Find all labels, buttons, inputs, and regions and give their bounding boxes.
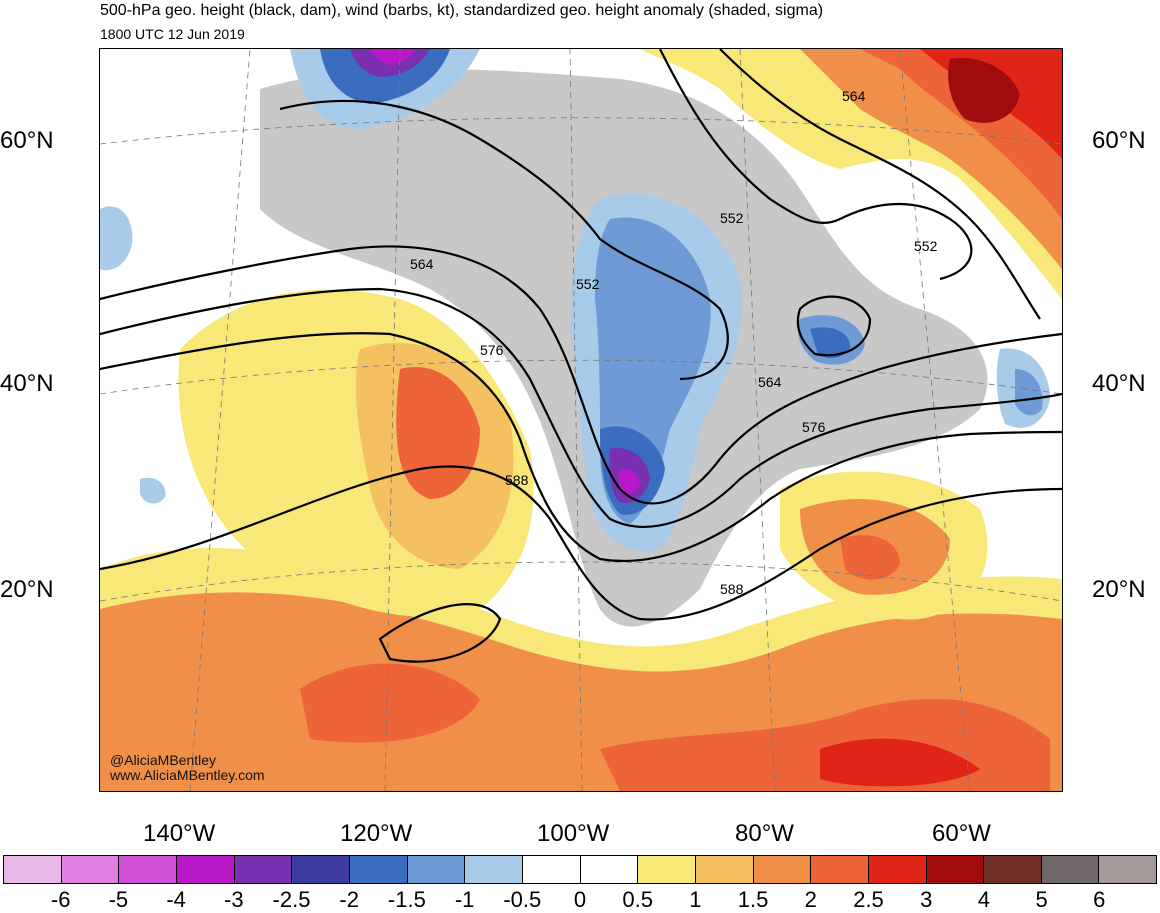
lon-label: 60°W <box>932 820 991 847</box>
colorbar-swatch <box>176 856 235 883</box>
colorbar-swatch <box>292 856 350 883</box>
colorbar-tick-label: 4 <box>977 887 991 912</box>
lon-label: 80°W <box>735 820 794 847</box>
anomaly-colorbar <box>3 855 1157 884</box>
colorbar-tick-label: 1.5 <box>737 887 769 912</box>
contour-label: 552 <box>914 238 938 254</box>
map-panel: 564 552 576 588 564 552 552 564 576 588 … <box>99 48 1063 792</box>
colorbar-tick-label: -2.5 <box>272 887 311 912</box>
colorbar-swatch <box>984 856 1042 883</box>
colorbar-swatch <box>465 856 523 883</box>
colorbar-swatch <box>522 856 581 883</box>
contour-label: 552 <box>720 210 744 226</box>
lat-label-left: 20°N <box>0 576 54 603</box>
colorbar-tick-label: 1 <box>689 887 702 912</box>
colorbar-tick-label: -6 <box>50 887 71 912</box>
colorbar-tick-label: 2 <box>804 887 817 912</box>
colorbar-swatch <box>695 856 754 883</box>
lon-label: 120°W <box>340 820 413 847</box>
colorbar-swatch <box>119 856 177 883</box>
credit-handle: @AliciaMBentley <box>110 752 216 768</box>
contour-label: 576 <box>480 342 504 358</box>
lon-label: 100°W <box>537 820 610 847</box>
colorbar-swatch <box>580 856 639 883</box>
weather-map: 564 552 576 588 564 552 552 564 576 588 … <box>100 49 1062 791</box>
lon-label: 140°W <box>143 820 216 847</box>
colorbar-tick-label: -0.5 <box>503 887 542 912</box>
contour-label: 576 <box>802 419 826 435</box>
contour-label: 588 <box>720 581 744 597</box>
colorbar-tick-label: -2 <box>339 887 359 912</box>
colorbar-tick-label: 5 <box>1035 887 1048 912</box>
contour-label: 564 <box>842 88 866 104</box>
contour-label: 564 <box>410 256 434 272</box>
colorbar-swatch <box>926 856 985 883</box>
colorbar-swatch <box>61 856 120 883</box>
colorbar-swatch <box>1041 856 1100 883</box>
colorbar-swatch <box>811 856 869 883</box>
colorbar-swatch <box>234 856 293 883</box>
colorbar-swatch <box>4 856 62 883</box>
colorbar-tick-label: 3 <box>920 887 933 912</box>
lat-label-left: 60°N <box>0 127 54 154</box>
colorbar-swatch <box>407 856 466 883</box>
colorbar-tick-label: -5 <box>108 887 129 912</box>
lat-label-right: 20°N <box>1092 576 1146 603</box>
colorbar-tick-label: 0 <box>573 887 587 912</box>
colorbar-tick-label: -4 <box>166 887 186 912</box>
colorbar-tick-label: 0.5 <box>622 887 653 912</box>
colorbar-tick-label: -3 <box>224 887 244 912</box>
lat-label-right: 40°N <box>1092 370 1146 397</box>
contour-label: 564 <box>758 374 782 390</box>
lat-label-right: 60°N <box>1092 127 1146 154</box>
colorbar-swatch <box>638 856 696 883</box>
colorbar-tick-label: -1.5 <box>387 887 426 912</box>
colorbar-tick-label: 2.5 <box>853 887 884 912</box>
contour-label: 588 <box>505 472 529 488</box>
colorbar-swatch <box>1099 856 1157 883</box>
valid-time: 1800 UTC 12 Jun 2019 <box>100 26 245 42</box>
colorbar-tick-label: -1 <box>454 887 475 912</box>
contour-label: 552 <box>576 276 600 292</box>
map-title: 500-hPa geo. height (black, dam), wind (… <box>100 2 824 19</box>
colorbar-swatch <box>868 856 927 883</box>
lat-label-left: 40°N <box>0 370 54 397</box>
colorbar-swatch <box>753 856 812 883</box>
colorbar-tick-label: 6 <box>1093 887 1106 912</box>
credit-website: www.AliciaMBentley.com <box>109 767 265 783</box>
colorbar-swatch <box>349 856 408 883</box>
